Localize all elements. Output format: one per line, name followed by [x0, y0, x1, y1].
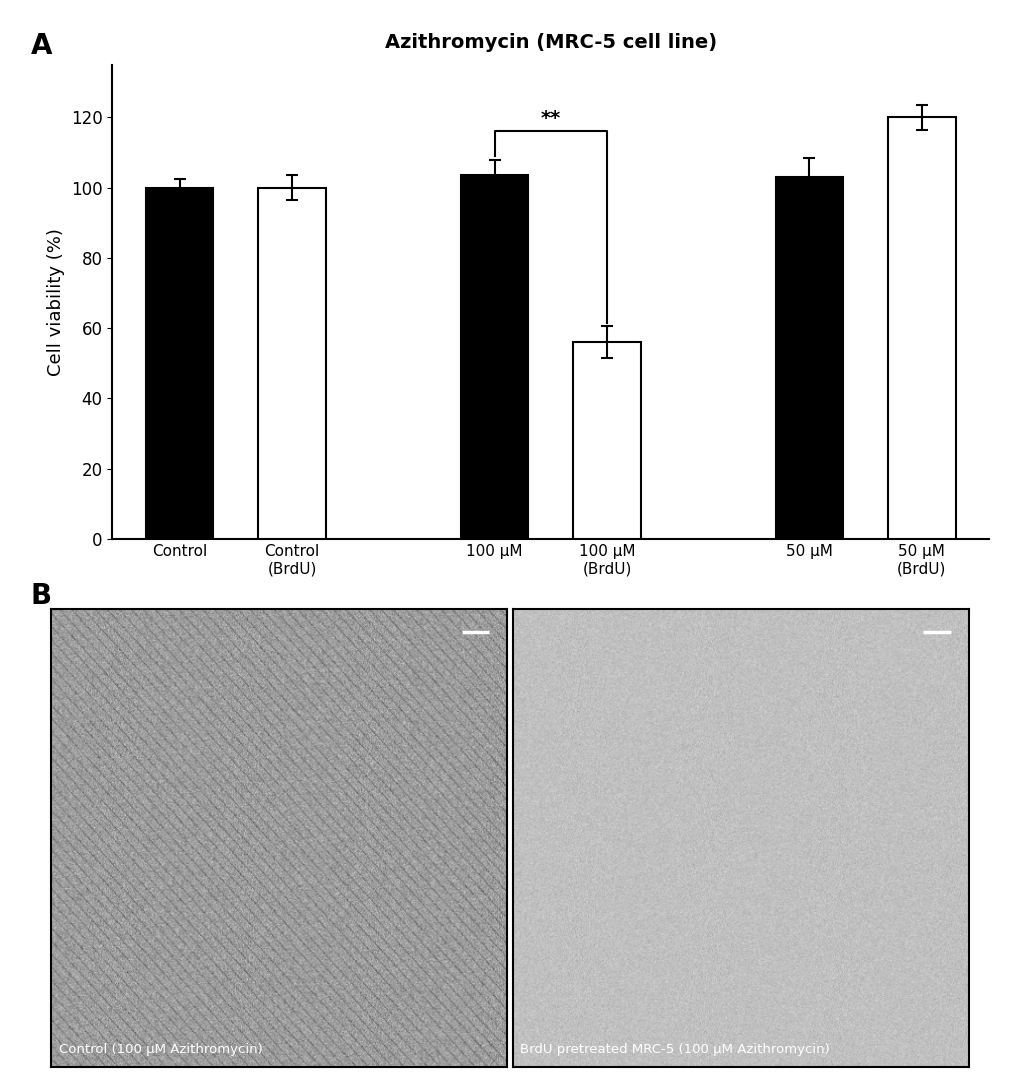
- Bar: [573, 342, 640, 539]
- Bar: [461, 176, 528, 539]
- Title: Azithromycin (MRC-5 cell line): Azithromycin (MRC-5 cell line): [384, 33, 716, 52]
- Text: A: A: [31, 32, 52, 60]
- Bar: [775, 177, 843, 539]
- Text: BrdU pretreated MRC-5 (100 μM Azithromycin): BrdU pretreated MRC-5 (100 μM Azithromyc…: [520, 1044, 829, 1056]
- Bar: [258, 188, 325, 539]
- Text: **: **: [540, 109, 560, 128]
- Bar: [146, 188, 213, 539]
- Bar: [888, 118, 955, 539]
- Text: Control (100 μM Azithromycin): Control (100 μM Azithromycin): [59, 1044, 263, 1056]
- Text: B: B: [31, 582, 52, 610]
- Y-axis label: Cell viability (%): Cell viability (%): [47, 227, 65, 376]
